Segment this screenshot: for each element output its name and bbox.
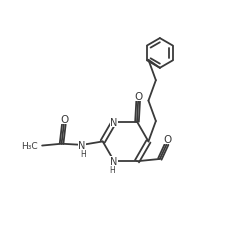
Text: O: O — [134, 92, 142, 102]
Text: N: N — [110, 157, 118, 166]
Text: O: O — [163, 134, 171, 144]
Text: H₃C: H₃C — [21, 142, 38, 150]
Text: N: N — [78, 140, 86, 150]
Text: H: H — [80, 149, 86, 158]
Text: N: N — [110, 117, 118, 127]
Text: H: H — [109, 165, 115, 174]
Text: O: O — [60, 115, 68, 125]
